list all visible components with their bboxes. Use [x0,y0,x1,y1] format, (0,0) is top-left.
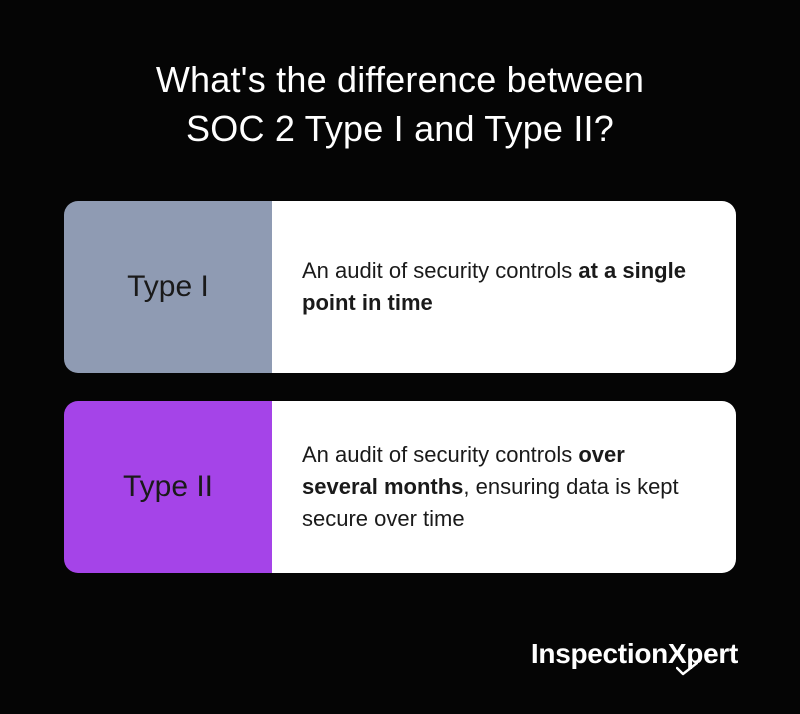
card-desc-pre: An audit of security controls [302,442,578,467]
brand-text-pre: Inspection [531,638,668,670]
card-label-type-1: Type I [64,201,272,373]
title-line-1: What's the difference between [156,59,644,100]
card-label-text: Type I [127,270,209,304]
card-desc: An audit of security controls over sever… [302,439,704,535]
card-desc: An audit of security controls at a singl… [302,255,704,319]
checkmark-icon [676,662,698,676]
card-type-1: Type I An audit of security controls at … [64,201,736,373]
card-body-type-1: An audit of security controls at a singl… [272,201,736,373]
title-line-2: SOC 2 Type I and Type II? [186,108,614,149]
card-type-2: Type II An audit of security controls ov… [64,401,736,573]
card-label-type-2: Type II [64,401,272,573]
card-body-type-2: An audit of security controls over sever… [272,401,736,573]
card-label-text: Type II [123,470,213,504]
card-desc-pre: An audit of security controls [302,258,578,283]
brand-text-post: Xpert [668,638,738,670]
brand-logo: InspectionXpert [531,638,738,670]
page-title: What's the difference between SOC 2 Type… [0,0,800,201]
cards-container: Type I An audit of security controls at … [0,201,800,573]
